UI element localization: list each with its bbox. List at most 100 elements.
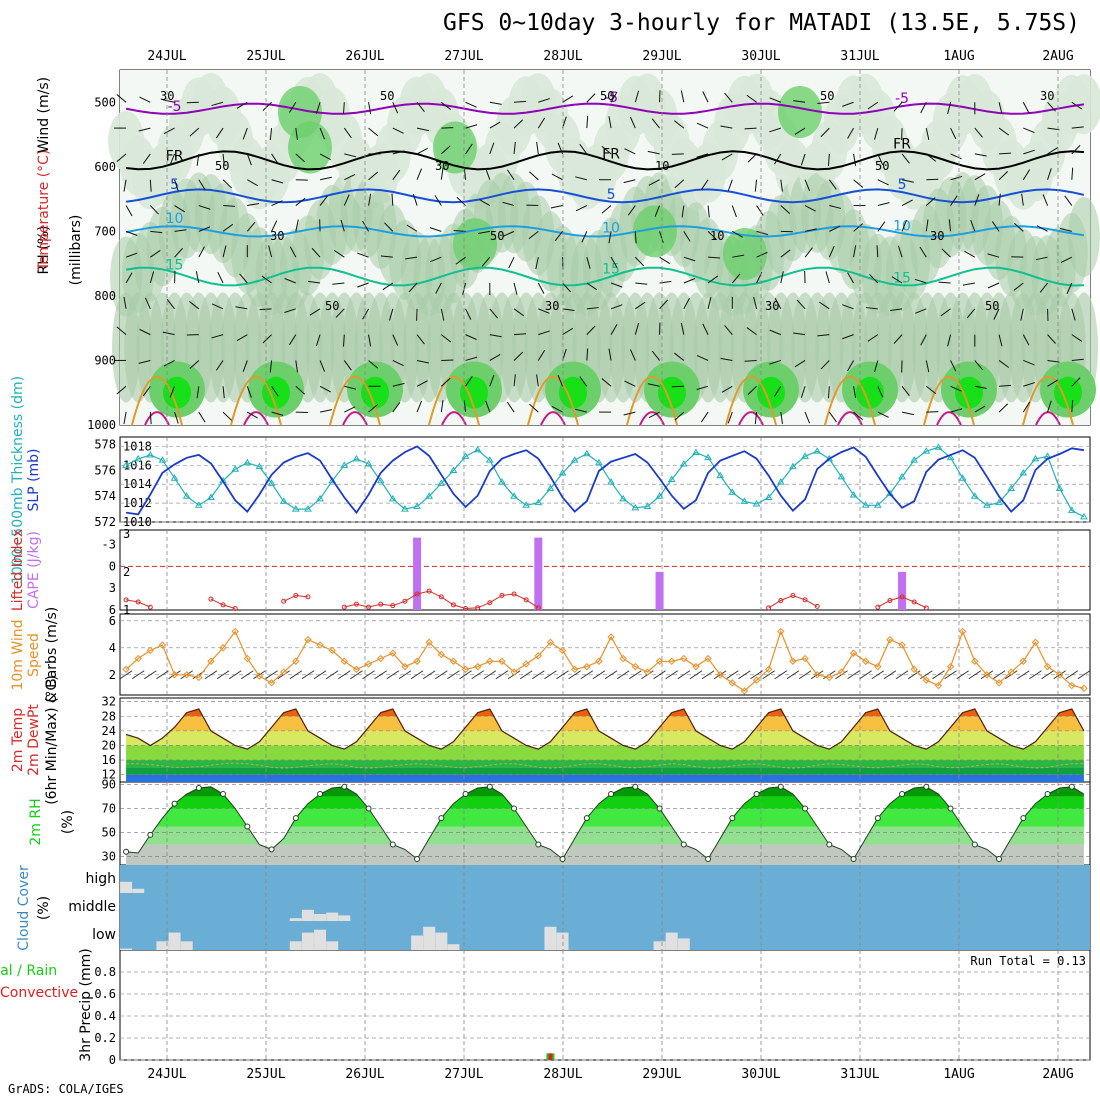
wind-barb	[627, 205, 636, 216]
date-label-bottom: 2AUG	[1042, 1067, 1073, 1082]
y-tick-label: 20	[102, 738, 116, 752]
date-label-top: 2AUG	[1042, 49, 1073, 64]
wind-barb-10m	[726, 670, 739, 680]
thickness-point	[898, 472, 906, 480]
wind-barb	[1066, 282, 1073, 295]
wind-barb	[970, 219, 976, 232]
rh-contour-label: 50	[215, 159, 229, 173]
thickness-point	[873, 501, 882, 508]
y-tick-label: 1	[123, 603, 130, 617]
wind-barb	[222, 386, 225, 399]
wind-barb	[123, 412, 127, 424]
wind-barb	[189, 301, 200, 310]
wind-speed-point	[898, 641, 906, 649]
thickness-point	[983, 501, 991, 508]
wind-barb	[538, 308, 550, 314]
wind-barb	[392, 150, 405, 155]
precip-label-total: Total / Rain	[0, 963, 57, 979]
wind-barb-10m	[932, 670, 945, 680]
wind-barb	[999, 152, 1012, 155]
wind-barb	[513, 374, 516, 387]
rh2m-point	[777, 783, 784, 790]
y-axis-label: 2m DewPt	[26, 704, 42, 776]
wind-barb	[964, 250, 976, 258]
thickness-point	[510, 492, 518, 499]
wind-barb	[659, 280, 672, 284]
wind-speed-point	[219, 644, 227, 652]
wind-barb	[754, 412, 758, 425]
wind-barb	[659, 299, 668, 310]
y-tick-label: 50	[102, 826, 116, 840]
wind-barb	[562, 95, 574, 103]
wind-barb	[465, 376, 473, 387]
wind-barb	[1071, 144, 1081, 155]
thickness-point	[267, 479, 276, 486]
wind-barb	[634, 231, 637, 244]
thickness-point	[752, 499, 761, 507]
wind-barb	[392, 334, 399, 346]
wind-barb-10m	[386, 670, 400, 680]
y-tick-label: 0.4	[94, 1009, 116, 1023]
y-tick-label: 576	[94, 463, 116, 477]
wind-barb	[222, 411, 233, 421]
wind-barb	[538, 98, 550, 103]
rh2m-point	[1044, 791, 1051, 798]
y-tick-label: 2	[123, 565, 130, 579]
wind-barb	[215, 360, 224, 371]
wind-barb	[586, 93, 596, 103]
wind-barb-10m	[738, 670, 751, 680]
y-axis-label-part: (%)	[36, 896, 52, 920]
wind-barb	[674, 352, 685, 361]
rh2m-point	[680, 841, 687, 848]
thickness-point	[582, 449, 591, 457]
wind-barb	[724, 325, 733, 335]
wind-barb	[362, 220, 369, 232]
wind-barb	[769, 127, 781, 133]
rh2m-band	[126, 844, 1084, 865]
wind-barb	[368, 102, 372, 115]
wind-barb	[125, 252, 138, 258]
thickness-point	[801, 452, 809, 459]
wind-barb	[683, 278, 696, 284]
wind-barb	[408, 282, 418, 293]
thickness-point	[886, 489, 894, 497]
rh2m-point	[292, 815, 299, 822]
wind-barb	[1047, 400, 1052, 413]
wind-barb	[601, 205, 612, 214]
wind-barb	[721, 385, 733, 393]
wind-barb-10m	[1065, 670, 1079, 680]
y-tick-label: 16	[102, 753, 116, 767]
y-tick-label: 30	[102, 850, 116, 864]
cloud-bar-middle	[314, 914, 327, 921]
li-point	[923, 605, 929, 611]
wind-barb	[357, 252, 369, 258]
wind-barb	[877, 221, 886, 232]
cloud-bar-middle	[301, 909, 314, 921]
wind-barb	[634, 256, 645, 267]
y-tick-label: 4	[109, 641, 116, 655]
rh-shading	[108, 72, 1100, 418]
thickness-point	[1080, 512, 1088, 520]
isotherm-label: 5	[170, 177, 179, 193]
wind-barb	[284, 308, 296, 314]
wind-barb	[754, 179, 758, 192]
wind-barb	[242, 360, 248, 372]
wind-barb	[974, 194, 980, 206]
wind-speed-point	[631, 662, 640, 671]
wind-barb-10m	[338, 670, 351, 680]
thickness-point	[764, 493, 773, 501]
cloud-bar-high	[132, 888, 145, 893]
wind-speed-point	[1043, 662, 1052, 671]
wind-barb	[897, 245, 903, 258]
wind-barb	[196, 153, 200, 166]
wind-barb	[610, 91, 618, 103]
rh2m-point	[923, 783, 930, 790]
wind-barb	[901, 179, 914, 183]
rh-contour-label: 50	[325, 299, 339, 313]
wind-barb	[601, 378, 612, 387]
cloud-bar-low	[435, 932, 448, 950]
li-point	[523, 597, 529, 603]
wind-speed-point	[546, 638, 555, 647]
thickness-point	[534, 498, 543, 506]
rh2m-point	[729, 815, 736, 822]
